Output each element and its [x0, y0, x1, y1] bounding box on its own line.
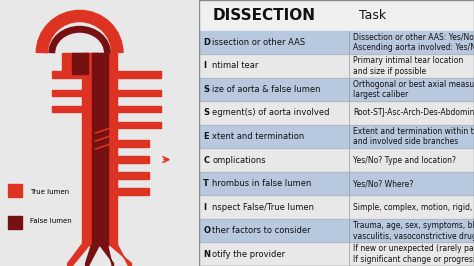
Bar [199, 31, 474, 54]
Bar [82, 53, 118, 245]
Bar [91, 53, 108, 245]
Bar [118, 71, 161, 78]
Text: ize of aorta & false lumen: ize of aorta & false lumen [212, 85, 321, 94]
Bar [118, 90, 161, 96]
Text: T: T [203, 179, 209, 188]
Bar [199, 219, 474, 243]
Text: D: D [203, 38, 210, 47]
Text: issection or other AAS: issection or other AAS [212, 38, 305, 47]
Text: If new or unexpected (rarely painless)
If significant change or progression: If new or unexpected (rarely painless) I… [353, 244, 474, 264]
Text: Yes/No? Type and location?: Yes/No? Type and location? [353, 156, 456, 165]
Text: omplications: omplications [212, 156, 266, 165]
Text: Orthogonal or best axial measurement at
largest caliber: Orthogonal or best axial measurement at … [353, 80, 474, 99]
Bar [52, 71, 82, 78]
Bar [199, 78, 474, 101]
Text: DISSECTION: DISSECTION [213, 8, 316, 23]
Text: ther factors to consider: ther factors to consider [212, 226, 311, 235]
Text: C: C [203, 156, 210, 165]
Text: egment(s) of aorta involved: egment(s) of aorta involved [212, 109, 330, 118]
Bar [118, 122, 161, 128]
Text: xtent and termination: xtent and termination [212, 132, 304, 141]
Text: Primary intimal tear location
and size if possible: Primary intimal tear location and size i… [353, 56, 463, 76]
Bar [72, 53, 88, 74]
Bar [52, 106, 82, 112]
Bar [118, 140, 149, 147]
Bar [199, 125, 474, 148]
Bar [118, 172, 149, 179]
Text: S: S [203, 85, 209, 94]
Text: Trauma, age, sex, symptoms, blood pressure,
vasculitis, vasoconstrictive drugs, : Trauma, age, sex, symptoms, blood pressu… [353, 221, 474, 240]
Text: I: I [203, 61, 206, 70]
Text: E: E [203, 132, 209, 141]
Text: Extent and termination within the aorta
and involved side branches: Extent and termination within the aorta … [353, 127, 474, 146]
Text: False lumen: False lumen [30, 218, 72, 224]
Text: hrombus in false lumen: hrombus in false lumen [212, 179, 311, 188]
Polygon shape [68, 245, 90, 266]
Text: True lumen: True lumen [30, 189, 69, 194]
Text: S: S [203, 109, 209, 118]
Text: Root-STJ-Asc-Arch-Des-Abdominal-Iliacs: Root-STJ-Asc-Arch-Des-Abdominal-Iliacs [353, 109, 474, 118]
Text: nspect False/True lumen: nspect False/True lumen [212, 203, 314, 212]
Text: Task: Task [358, 9, 386, 22]
Text: O: O [203, 226, 210, 235]
Text: Simple, complex, motion, rigid, other?: Simple, complex, motion, rigid, other? [353, 203, 474, 212]
Polygon shape [109, 245, 131, 266]
Bar [118, 106, 161, 112]
Bar [118, 188, 149, 195]
Bar [118, 156, 149, 163]
Bar [8, 216, 22, 229]
Text: otify the provider: otify the provider [212, 250, 285, 259]
Bar [52, 90, 82, 96]
Bar [199, 172, 474, 195]
Text: ntimal tear: ntimal tear [212, 61, 259, 70]
Text: Yes/No? Where?: Yes/No? Where? [353, 179, 413, 188]
Text: N: N [203, 250, 210, 259]
Polygon shape [100, 245, 113, 266]
Bar [62, 53, 98, 74]
Text: Dissection or other AAS: Yes/No?
Ascending aorta involved: Yes/No?: Dissection or other AAS: Yes/No? Ascendi… [353, 32, 474, 52]
Bar [199, 0, 474, 31]
Polygon shape [86, 245, 100, 266]
Bar [8, 184, 22, 197]
Text: I: I [203, 203, 206, 212]
